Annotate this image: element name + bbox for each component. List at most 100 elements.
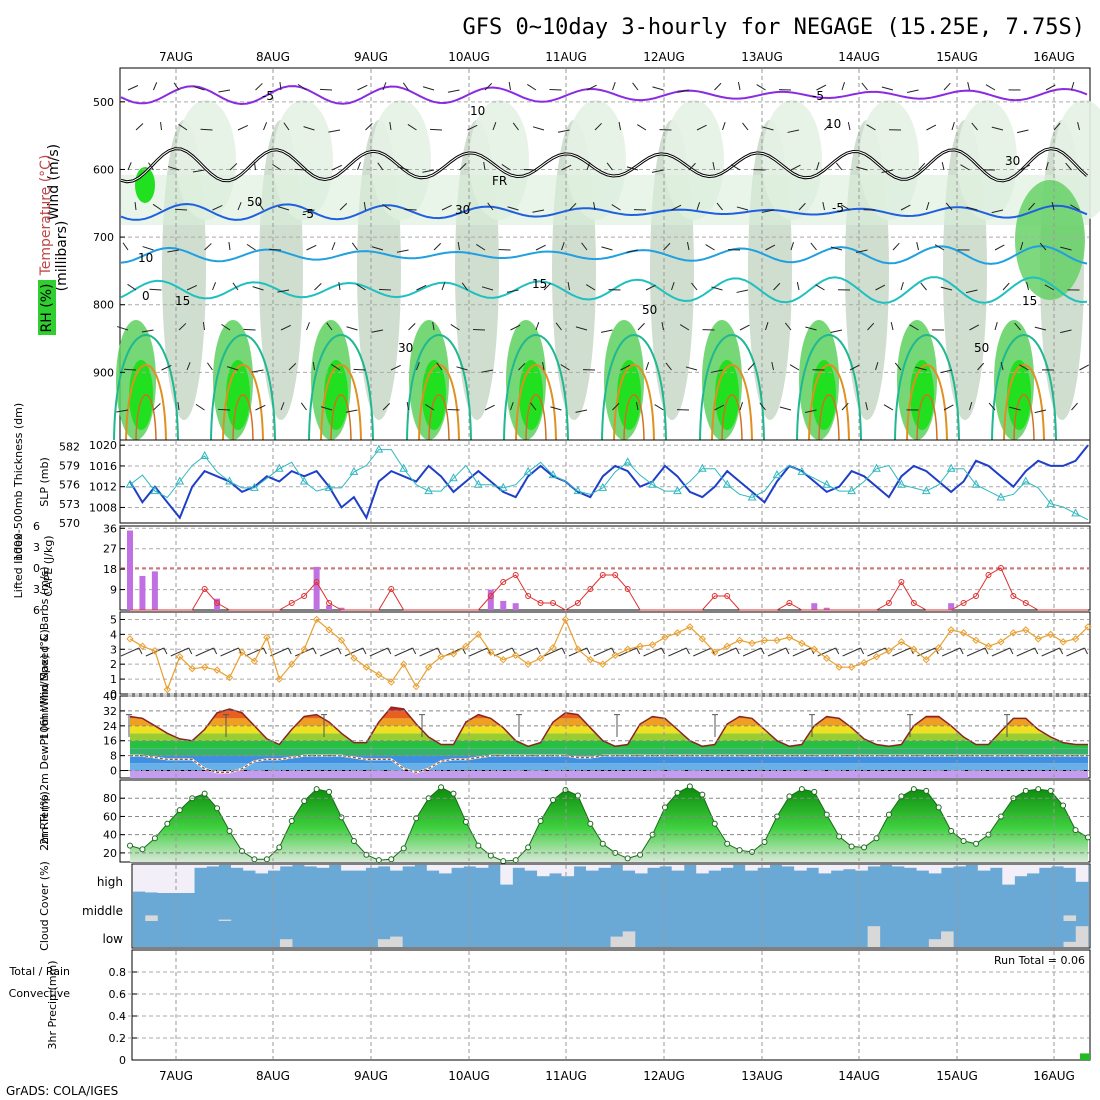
- wind-speed-marker: [760, 636, 769, 645]
- y-tick-label: 1: [110, 673, 117, 686]
- wind-barb: [926, 202, 930, 211]
- cloud-high-clear: [1063, 865, 1077, 868]
- wind-speed-marker: [250, 657, 259, 665]
- y-tick-label: 0: [119, 1054, 126, 1067]
- rh-marker: [400, 845, 407, 852]
- contour-labels: -5 -5 -5 -5 0 FR 10 15 15 15 50 50 30 30 50 30 10 10: [138, 89, 1037, 355]
- contour-30: [1013, 394, 1035, 441]
- rh-marker: [637, 851, 644, 858]
- wind-speed-marker: [400, 660, 408, 668]
- rh-marker: [1072, 827, 1079, 834]
- wind-barb: [1034, 409, 1047, 414]
- lifted-marker: [525, 593, 532, 599]
- thickness-tick-label: 573: [59, 498, 80, 511]
- legend-convective: Convective: [9, 987, 71, 1000]
- rh-marker: [1060, 802, 1067, 809]
- rh-marker: [263, 856, 270, 863]
- cloud-high-clear: [916, 865, 930, 871]
- wind-barb: [481, 286, 494, 291]
- wind-barb: [550, 406, 562, 411]
- wind-barb: [487, 202, 494, 211]
- cloud-ylabel: Cloud Cover (%): [38, 861, 51, 951]
- wind-barb: [481, 369, 494, 373]
- cloud-high-clear: [549, 865, 562, 874]
- wind-barb: [841, 402, 849, 411]
- wind-speed-marker: [437, 653, 445, 661]
- wind-barb: [263, 122, 268, 131]
- date-label-bottom: 9AUG: [354, 1069, 388, 1083]
- wind-barb: [736, 289, 749, 293]
- wind-barb: [849, 364, 860, 371]
- rh-marker: [948, 828, 955, 835]
- cloud-high-clear: [255, 865, 268, 874]
- wind-barb: [255, 83, 263, 91]
- surface-wind-barb: [817, 647, 836, 657]
- wind-barb: [246, 243, 256, 251]
- wind-barb: [124, 368, 137, 371]
- rh-marker: [139, 846, 146, 853]
- wind-barb: [926, 124, 937, 131]
- surface-wind-barb-feather: [934, 647, 939, 655]
- surface-wind-barb-feather: [536, 647, 541, 655]
- temp-line: [129, 706, 1088, 748]
- wind-barb: [407, 124, 417, 131]
- wind-barb: [600, 329, 613, 333]
- surface-wind-barb: [170, 647, 189, 657]
- rh-marker: [363, 851, 370, 858]
- wind-barb: [632, 82, 639, 91]
- thickness-marker: [150, 486, 160, 495]
- rh-marker: [960, 838, 967, 845]
- wind-speed-marker: [511, 651, 520, 659]
- y-tick-label: 0.4: [109, 1010, 127, 1023]
- wind-barb: [881, 169, 894, 173]
- wind-speed-marker: [163, 685, 172, 694]
- y-tick-label: 4: [110, 628, 117, 641]
- lifted-marker: [599, 572, 606, 578]
- wind-barb: [810, 242, 817, 251]
- cloud-high-clear: [659, 865, 673, 867]
- contour-label: 50: [247, 195, 262, 209]
- lifted-marker: [612, 572, 619, 578]
- cloud-low-bar: [279, 939, 293, 947]
- y-tick-label: 9: [110, 584, 117, 597]
- temp-grid: [121, 695, 1089, 777]
- cloud-level-label: low: [103, 932, 124, 946]
- cloud-high-clear: [1051, 865, 1064, 867]
- wind-barb: [288, 363, 297, 371]
- upper-air-ylabel: (millibars): [54, 221, 70, 292]
- contour-20: [308, 334, 374, 441]
- wind-barb: [127, 162, 132, 171]
- wind-ylabel: 10m Wind Speed & Barbs (m/s): [38, 566, 51, 739]
- y-tick-label: 0.2: [109, 1032, 127, 1045]
- wind-speed-marker: [225, 673, 234, 682]
- thickness-marker: [299, 476, 309, 485]
- wind-barb: [618, 121, 621, 131]
- wind-speed-marker: [623, 645, 632, 653]
- lifted-marker: [388, 586, 395, 592]
- cloud-high-clear: [757, 865, 770, 868]
- wind-barb: [243, 328, 256, 331]
- wind-speed-marker: [176, 653, 184, 661]
- wind-barb: [762, 126, 774, 131]
- wind-speed-marker: [586, 656, 595, 664]
- wind-speed-marker: [549, 644, 557, 652]
- lifted-marker: [587, 586, 594, 592]
- wind-speed-marker: [599, 660, 607, 668]
- thickness-marker: [897, 479, 906, 488]
- wind-barb: [824, 122, 832, 131]
- wind-barb: [822, 201, 825, 211]
- rh-marker: [164, 820, 171, 827]
- cloud-panel: low middle high Cloud Cover (%): [38, 861, 1091, 951]
- wind-speed-marker: [984, 642, 993, 650]
- date-label-bottom: 13AUG: [741, 1069, 783, 1083]
- rh-marker: [836, 833, 843, 840]
- wind-barb: [916, 241, 919, 251]
- surface-wind-barb: [593, 647, 612, 657]
- contour-20: [796, 334, 862, 441]
- lifted-marker: [301, 593, 308, 599]
- y-tick-label: 20: [103, 847, 117, 860]
- lifted-marker: [326, 600, 333, 606]
- wind-barb: [637, 322, 645, 331]
- rh-marker: [1035, 786, 1042, 793]
- wind-barb: [1009, 406, 1021, 411]
